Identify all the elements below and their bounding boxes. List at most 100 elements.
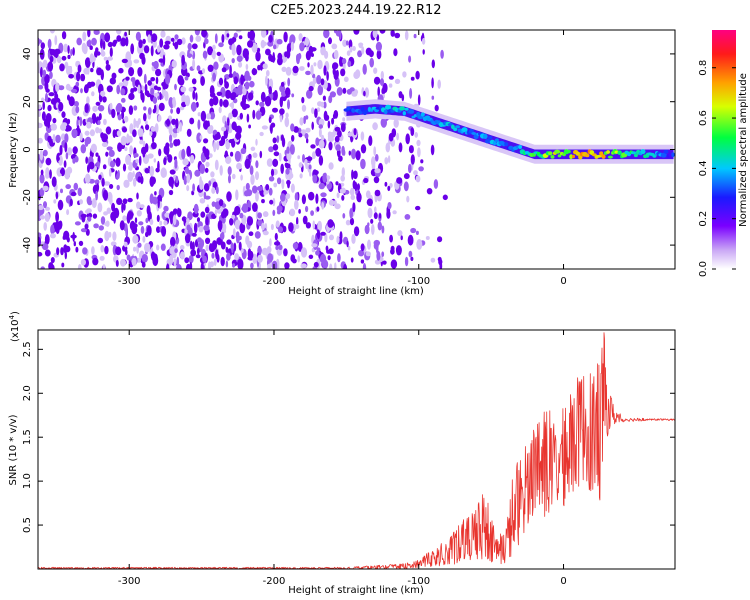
speckle-mark xyxy=(93,30,100,35)
x-tick-label: 0 xyxy=(560,576,566,587)
speckle-mark xyxy=(107,56,113,61)
speckle-mark xyxy=(39,173,45,184)
speckle-mark xyxy=(202,255,208,263)
speckle-mark xyxy=(214,133,221,140)
speckle-mark xyxy=(231,108,238,118)
speckle-mark xyxy=(160,48,164,54)
speckle-mark xyxy=(51,176,57,188)
speckle-mark xyxy=(304,158,308,166)
speckle-mark xyxy=(225,260,229,268)
speckle-mark xyxy=(260,91,266,103)
speckle-mark xyxy=(211,187,216,194)
speckle-mark xyxy=(365,251,371,257)
speckle-mark xyxy=(201,68,206,74)
speckle-mark xyxy=(184,167,190,175)
speckle-mark xyxy=(363,90,366,97)
speckle-mark xyxy=(281,66,287,73)
speckle-mark xyxy=(228,112,233,120)
speckle-mark xyxy=(262,211,269,218)
speckle-mark xyxy=(353,30,360,35)
speckle-mark xyxy=(353,226,360,237)
speckle-mark xyxy=(116,130,122,137)
speckle-mark xyxy=(225,89,232,99)
speckle-mark xyxy=(59,63,65,72)
track-mark xyxy=(404,107,409,111)
track-mark xyxy=(550,155,555,159)
speckle-mark xyxy=(285,168,290,175)
speckle-mark xyxy=(320,231,326,236)
speckle-mark xyxy=(143,73,147,84)
speckle-field xyxy=(38,30,448,269)
speckle-mark xyxy=(109,102,113,110)
speckle-mark xyxy=(159,92,162,101)
speckle-mark xyxy=(203,224,210,232)
speckle-mark xyxy=(174,158,178,169)
speckle-mark xyxy=(374,189,381,197)
speckle-mark xyxy=(382,260,387,265)
speckle-mark xyxy=(425,236,430,240)
speckle-mark xyxy=(249,80,255,88)
speckle-mark xyxy=(90,143,97,153)
speckle-mark xyxy=(297,155,301,160)
speckle-mark xyxy=(269,238,272,247)
speckle-mark xyxy=(245,182,250,191)
speckle-mark xyxy=(92,213,98,219)
speckle-mark xyxy=(373,146,377,156)
speckle-mark xyxy=(273,90,278,101)
speckle-mark xyxy=(68,96,75,107)
speckle-mark xyxy=(371,224,375,235)
speckle-mark xyxy=(211,201,216,207)
speckle-mark xyxy=(398,142,403,153)
speckle-mark xyxy=(321,202,325,210)
speckle-mark xyxy=(340,68,346,77)
speckle-mark xyxy=(413,33,417,39)
snr-series-line xyxy=(38,332,675,569)
speckle-mark xyxy=(250,262,254,269)
speckle-mark xyxy=(137,242,142,248)
speckle-mark xyxy=(49,71,53,79)
speckle-mark xyxy=(44,74,50,84)
speckle-mark xyxy=(120,37,127,47)
speckle-mark xyxy=(232,173,236,180)
speckle-mark xyxy=(49,169,52,179)
speckle-mark xyxy=(290,183,295,193)
speckle-mark xyxy=(100,245,105,253)
speckle-mark xyxy=(104,222,110,227)
speckle-mark xyxy=(115,157,121,167)
speckle-mark xyxy=(372,30,378,39)
speckle-mark xyxy=(71,88,78,93)
colorbar-label: Normalized spectral amplitude xyxy=(738,73,749,227)
speckle-mark xyxy=(351,234,355,243)
speckle-mark xyxy=(291,93,295,98)
speckle-mark xyxy=(196,217,201,223)
snr-panel: -300 -200 -100 0 0.5 1.0 1.5 2.0 2.5 Height of … xyxy=(8,311,676,596)
speckle-mark xyxy=(77,64,82,73)
speckle-mark xyxy=(191,232,197,237)
speckle-mark xyxy=(195,92,198,102)
speckle-mark xyxy=(341,145,345,156)
speckle-mark xyxy=(139,204,145,209)
speckle-mark xyxy=(45,157,52,166)
speckle-mark xyxy=(238,61,243,68)
speckle-mark xyxy=(90,67,94,73)
speckle-mark xyxy=(44,212,50,222)
speckle-mark xyxy=(63,43,69,53)
speckle-mark xyxy=(257,212,262,219)
speckle-mark xyxy=(251,68,258,76)
speckle-mark xyxy=(77,264,82,269)
speckle-mark xyxy=(112,129,117,139)
speckle-mark xyxy=(192,90,196,100)
track-mark xyxy=(471,132,477,135)
speckle-mark xyxy=(80,88,83,94)
speckle-mark xyxy=(64,245,71,253)
speckle-mark xyxy=(178,78,185,86)
speckle-mark xyxy=(220,241,226,250)
speckle-mark xyxy=(277,226,283,234)
speckle-mark xyxy=(188,255,194,264)
speckle-mark xyxy=(75,246,79,253)
speckle-mark xyxy=(66,209,70,216)
speckle-mark xyxy=(431,95,435,100)
speckle-mark xyxy=(376,250,381,261)
speckle-mark xyxy=(169,254,174,265)
speckle-mark xyxy=(174,41,179,50)
